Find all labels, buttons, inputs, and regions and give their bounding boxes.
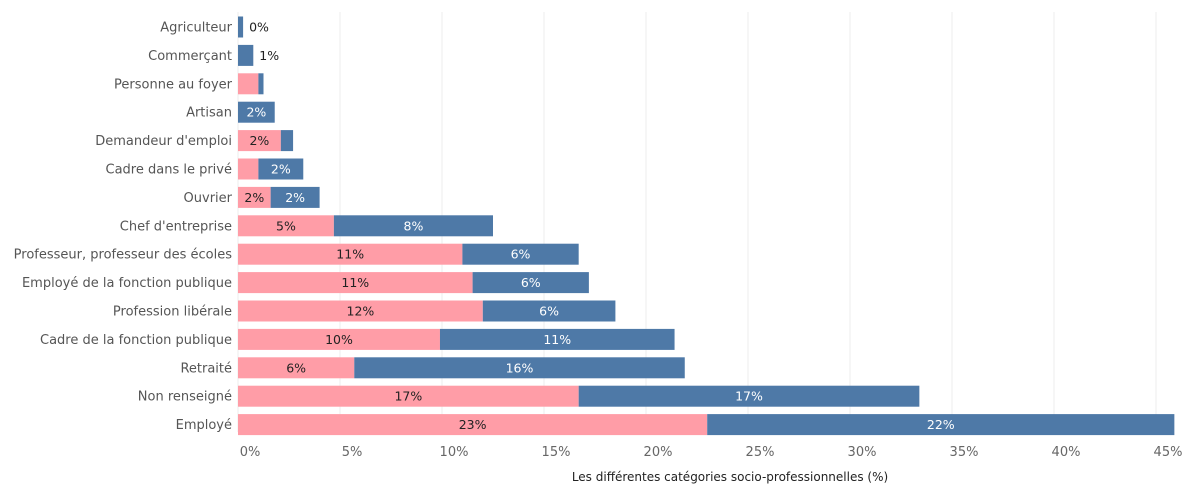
x-tick-label: 0% [240,445,261,460]
bar-segment-blue [482,300,616,322]
category-label: Cadre dans le privé [106,163,233,178]
x-tick-label: 30% [848,445,877,460]
bar-segment-blue [258,73,264,95]
bar-segment-blue [462,243,579,265]
category-label: Chef d'entreprise [120,219,232,234]
data-label: 5% [276,218,296,233]
bar-segment-blue [439,328,675,350]
x-tick-label: 45% [1154,445,1183,460]
x-tick-label: 10% [440,445,469,460]
data-label: 11% [543,332,571,347]
bar-segment-blue [578,385,920,407]
data-label: 22% [927,417,955,432]
bar-segment-pink [238,357,355,379]
data-label: 1% [259,48,279,63]
x-tick-label: 35% [950,445,979,460]
data-label: 23% [459,417,487,432]
x-tick-label: 25% [746,445,775,460]
x-tick-label: 15% [542,445,571,460]
data-label: 17% [735,389,763,404]
bar-segment-pink [238,73,259,95]
bar-segment-pink [238,300,483,322]
category-label: Demandeur d'emploi [95,134,232,149]
bar-segment-pink [238,414,708,436]
x-axis-ticks: 0% 5% 10% 15% 20% 25% 30% 35% 40% 45% [240,445,1183,460]
bar-segment-blue [238,101,275,123]
x-tick-label: 20% [644,445,673,460]
data-label: 6% [511,247,531,262]
category-label: Employé [176,418,232,433]
data-label: 2% [249,133,269,148]
bar-segment-blue [354,357,685,379]
data-label: 16% [506,360,534,375]
bar-segment-pink [238,158,259,180]
data-label: 11% [341,275,369,290]
category-label: Profession libérale [113,305,232,320]
bar-segment-pink [238,215,334,237]
bar-segment-blue [707,414,1175,436]
category-label: Personne au foyer [114,77,233,92]
data-label: 8% [404,218,424,233]
bar-segment-blue [238,16,244,38]
x-axis-title: Les différentes catégories socio-profess… [572,470,888,484]
category-label: Ouvrier [184,191,233,206]
category-label: Commerçant [148,49,232,64]
category-labels: Agriculteur Commerçant Personne au foyer Ar… [14,21,233,434]
bars [238,16,1175,436]
bar-segment-pink [238,186,271,208]
data-label: 2% [285,190,305,205]
data-label: 6% [539,304,559,319]
bar-segment-pink [238,385,579,407]
bar-segment-blue [258,158,304,180]
category-label: Employé de la fonction publique [22,276,232,291]
bar-segment-blue [472,272,589,294]
data-labels: 0%1%2%2%2%2% 2%5% 8%11% 6%11% 6%12% 6%10% 11%6… [244,20,954,433]
bar-segment-pink [238,243,463,265]
category-label: Artisan [186,106,232,121]
data-label: 6% [521,275,541,290]
grid-lines [237,12,1157,432]
data-label: 2% [246,105,266,120]
data-label: 6% [286,360,306,375]
bar-segment-pink [238,272,473,294]
data-label: 2% [271,162,291,177]
bar-segment-blue [270,186,320,208]
data-label: 0% [249,20,269,35]
data-label: 17% [394,389,422,404]
category-label: Non renseigné [138,390,232,405]
bar-segment-pink [238,130,281,152]
data-label: 2% [244,190,264,205]
category-label: Professeur, professeur des écoles [14,248,233,263]
bar-segment-blue [333,215,493,237]
bar-segment-pink [238,328,440,350]
x-tick-label: 5% [342,445,363,460]
category-label: Agriculteur [160,21,232,36]
category-label: Retraité [180,361,232,376]
bar-segment-blue [280,130,294,152]
bar-segment-blue [238,44,254,66]
x-tick-label: 40% [1052,445,1081,460]
category-label: Cadre de la fonction publique [40,333,232,348]
data-label: 11% [336,247,364,262]
data-label: 12% [347,304,375,319]
data-label: 10% [325,332,353,347]
